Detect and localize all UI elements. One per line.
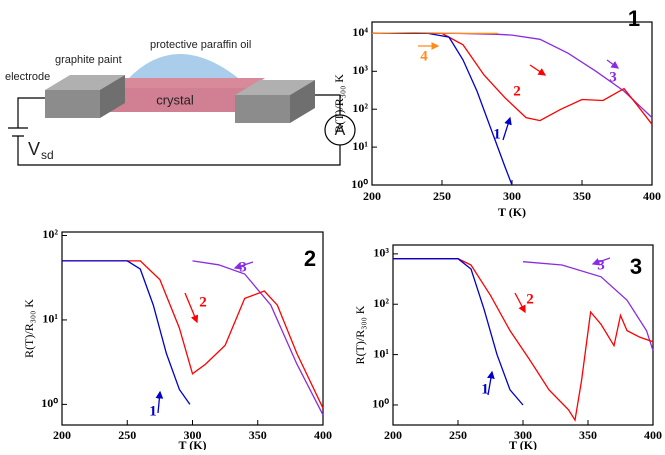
- y-axis-label: R(T)/R₃₀₀ K: [353, 305, 367, 364]
- y-tick-label: 10⁴: [352, 25, 368, 39]
- x-axis-label: T (K): [178, 438, 206, 450]
- x-axis-label: T (K): [509, 438, 537, 450]
- y-tick-label: 10²: [373, 296, 389, 310]
- y-tick-label: 10²: [352, 101, 368, 115]
- curve-arrow: [233, 261, 254, 270]
- x-tick-label: 400: [314, 428, 332, 442]
- electrode-right: [235, 95, 290, 123]
- y-tick-label: 10¹: [352, 139, 368, 153]
- panel-label: 3: [630, 254, 642, 279]
- data-line: [393, 258, 524, 406]
- voltage-sub: sd: [41, 148, 54, 162]
- data-line: [62, 260, 324, 409]
- curve-label: 1: [493, 126, 501, 142]
- x-tick-label: 300: [184, 428, 202, 442]
- curve-label: 2: [199, 294, 207, 310]
- y-tick-label: 10⁰: [41, 396, 58, 410]
- y-tick-label: 10¹: [42, 312, 58, 326]
- y-tick-label: 10³: [373, 246, 389, 260]
- curve-label: 4: [420, 48, 428, 64]
- curve-arrow: [155, 390, 164, 414]
- y-tick-label: 10²: [42, 227, 58, 241]
- electrode-label: electrode: [5, 71, 50, 83]
- electrode-side: [290, 80, 315, 123]
- curve-arrow: [591, 257, 611, 266]
- x-tick-label: 250: [118, 428, 136, 442]
- x-tick-label: 400: [643, 189, 661, 203]
- curve-arrow: [502, 116, 512, 141]
- data-line: [371, 31, 498, 35]
- curve-label: 3: [609, 69, 617, 85]
- electrode-left: [45, 90, 100, 118]
- curve-arrow: [529, 64, 547, 76]
- data-line: [62, 260, 191, 405]
- electrode-side: [100, 75, 125, 118]
- y-tick-label: 10⁰: [351, 177, 368, 191]
- x-tick-label: 350: [249, 428, 267, 442]
- electrode-top: [235, 80, 315, 95]
- data-line: [393, 258, 654, 422]
- x-tick-label: 300: [503, 189, 521, 203]
- curve-label: 3: [239, 259, 247, 275]
- curve-arrow: [487, 370, 495, 396]
- curve-label: 1: [481, 381, 489, 397]
- curve-label: 2: [526, 291, 534, 307]
- y-axis-label: R(T)/R₃₀₀ K: [332, 74, 346, 133]
- y-tick-label: 10¹: [373, 346, 389, 360]
- y-axis-label: R(T)/R₃₀₀ K: [22, 299, 36, 358]
- x-tick-label: 400: [644, 428, 662, 442]
- y-tick-label: 10³: [352, 63, 368, 77]
- curve-label: 1: [149, 403, 157, 419]
- x-axis-label: T (K): [498, 205, 526, 219]
- curve-label: 3: [597, 257, 605, 273]
- oil-label: protective paraffin oil: [150, 39, 251, 51]
- data-line: [372, 32, 653, 125]
- y-tick-label: 10⁰: [372, 397, 389, 411]
- data-line: [522, 261, 654, 351]
- plot-frame: [392, 244, 654, 426]
- curve-arrow: [184, 292, 199, 324]
- crystal-label: crystal: [156, 92, 194, 107]
- panel-label: 2: [304, 246, 316, 271]
- curve-label: 2: [513, 83, 521, 99]
- x-tick-label: 250: [433, 189, 451, 203]
- circuit: [8, 94, 341, 166]
- curve-arrow: [606, 59, 620, 69]
- schematic: A V sd graphite paint protective paraffi…: [5, 39, 356, 166]
- panel-label: 1: [628, 6, 640, 31]
- graphite-label: graphite paint: [55, 54, 122, 66]
- voltage-label: V: [28, 139, 40, 159]
- x-tick-label: 200: [53, 428, 71, 442]
- x-tick-label: 250: [449, 428, 467, 442]
- ammeter-label: A: [335, 122, 346, 139]
- ammeter: [324, 114, 356, 146]
- data-line: [192, 260, 324, 416]
- electrode-top: [45, 75, 125, 90]
- x-tick-label: 200: [384, 428, 402, 442]
- crystal-top: [100, 78, 265, 88]
- x-tick-label: 200: [363, 189, 381, 203]
- x-tick-label: 350: [579, 428, 597, 442]
- curve-arrow: [514, 292, 526, 314]
- data-line: [372, 32, 513, 186]
- plot-frame: [371, 21, 653, 186]
- x-tick-label: 300: [514, 428, 532, 442]
- x-tick-label: 350: [573, 189, 591, 203]
